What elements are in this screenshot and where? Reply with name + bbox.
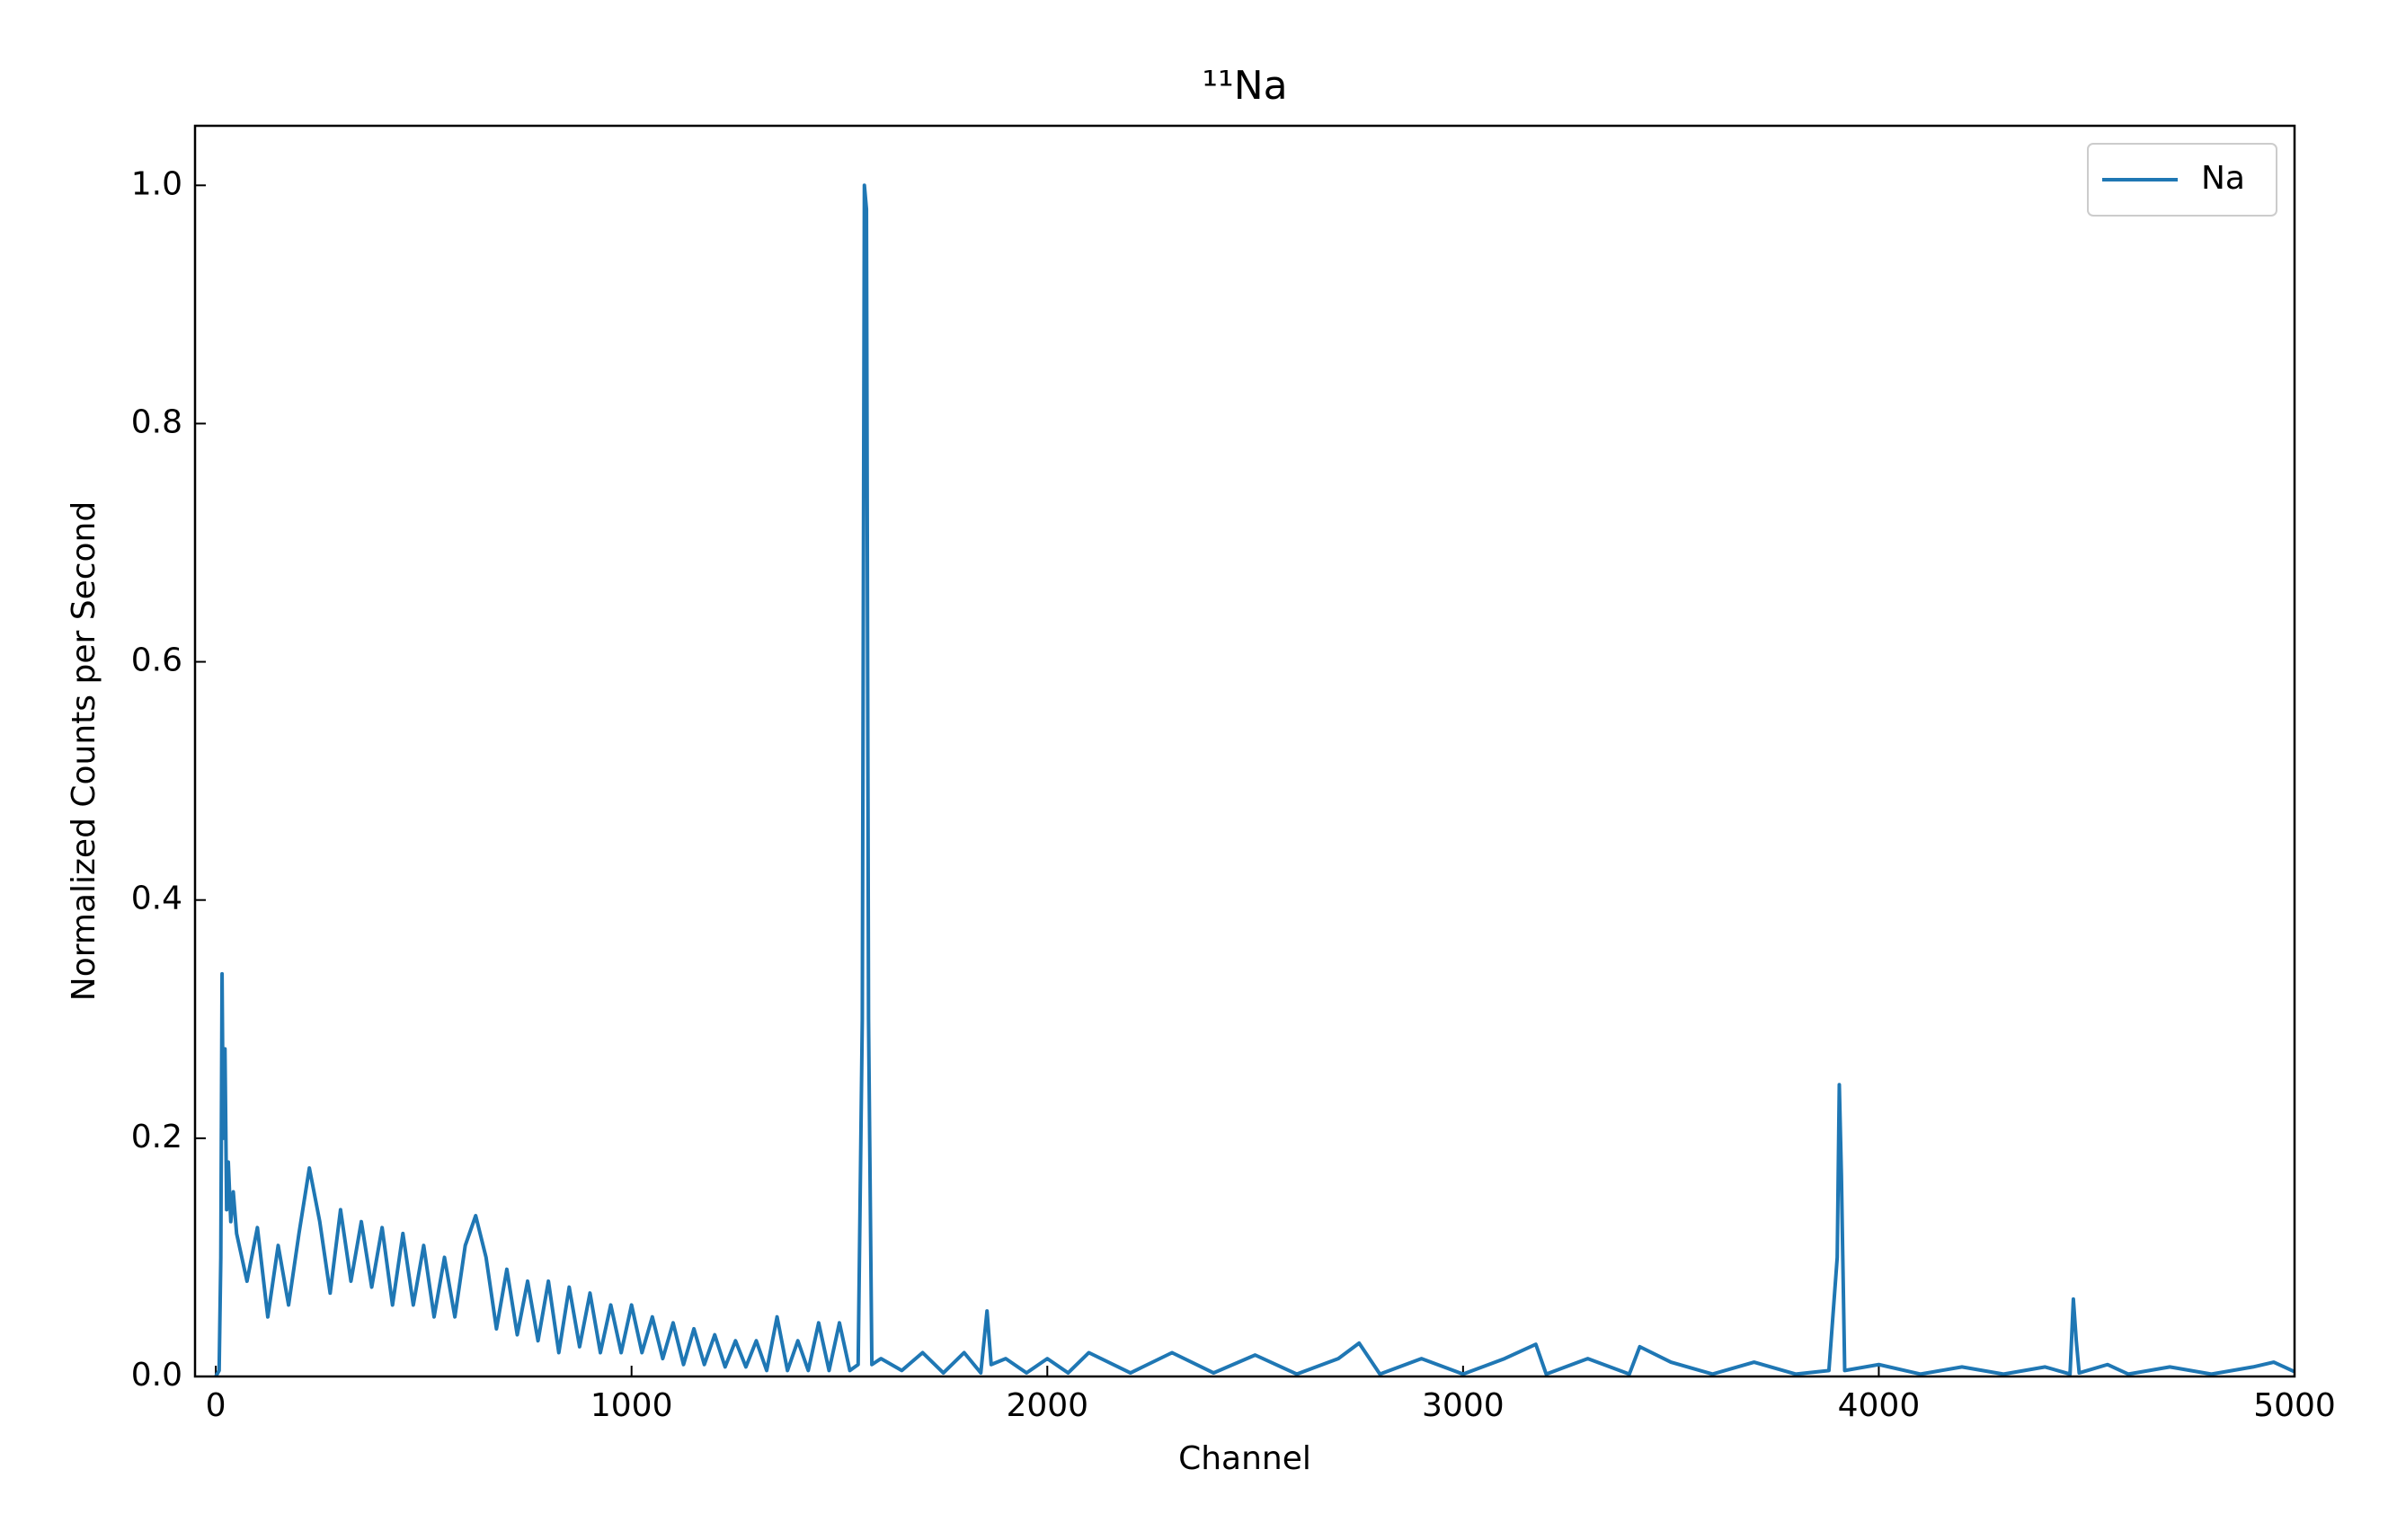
y-tick-label: 0.4: [131, 881, 182, 917]
legend-label: Na: [2201, 160, 2245, 197]
x-tick-label: 0: [206, 1387, 226, 1424]
plot-frame: [193, 124, 2296, 1378]
chart-title: ¹¹Na: [1202, 63, 1287, 109]
y-tick-label: 0.2: [131, 1119, 182, 1155]
x-tick-label: 2000: [1006, 1387, 1088, 1424]
x-tick-label: 4000: [1838, 1387, 1921, 1424]
series-line: [214, 183, 2295, 1376]
x-tick-label: 1000: [590, 1387, 673, 1424]
y-tick-label: 0.0: [131, 1357, 182, 1394]
y-tick-label: 0.6: [131, 642, 182, 679]
y-tick-label: 0.8: [131, 403, 182, 440]
legend-box: [2087, 143, 2277, 217]
y-tick-label: 1.0: [131, 165, 182, 202]
x-tick-label: 5000: [2253, 1387, 2336, 1424]
x-tick-label: 3000: [1422, 1387, 1505, 1424]
x-axis-label: Channel: [1178, 1440, 1311, 1477]
y-axis-label: Normalized Counts per Second: [66, 501, 102, 1001]
